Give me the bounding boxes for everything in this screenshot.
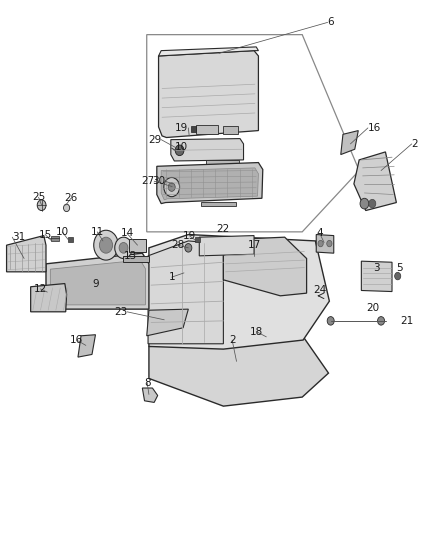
Circle shape (378, 317, 385, 325)
Circle shape (168, 183, 175, 191)
Polygon shape (7, 236, 46, 272)
Bar (223, 126, 238, 134)
Circle shape (327, 240, 332, 247)
Text: 10: 10 (175, 142, 188, 151)
Polygon shape (159, 47, 258, 56)
Polygon shape (50, 260, 145, 305)
Text: 31: 31 (12, 232, 25, 242)
Bar (51, 236, 59, 241)
Polygon shape (159, 51, 258, 138)
Polygon shape (78, 335, 95, 357)
Bar (68, 237, 73, 242)
Text: 10: 10 (56, 227, 69, 237)
Text: 27: 27 (141, 176, 154, 186)
Polygon shape (46, 253, 149, 309)
Text: 25: 25 (32, 192, 45, 202)
Polygon shape (199, 236, 254, 256)
Text: 16: 16 (368, 123, 381, 133)
Circle shape (164, 177, 180, 197)
Polygon shape (354, 152, 396, 211)
Text: 9: 9 (92, 279, 99, 288)
Bar (206, 160, 239, 164)
Circle shape (119, 243, 128, 253)
Circle shape (64, 204, 70, 212)
Circle shape (318, 240, 323, 247)
Circle shape (185, 244, 192, 252)
Polygon shape (361, 261, 392, 292)
Circle shape (37, 200, 46, 211)
Text: 18: 18 (250, 327, 263, 336)
Polygon shape (341, 131, 358, 155)
Circle shape (115, 237, 132, 259)
Text: 4: 4 (316, 229, 323, 238)
Text: 1: 1 (168, 272, 175, 282)
Text: 14: 14 (120, 229, 134, 238)
Polygon shape (149, 338, 328, 406)
Circle shape (395, 272, 401, 280)
Polygon shape (223, 237, 307, 296)
Polygon shape (147, 309, 188, 336)
Text: 12: 12 (34, 284, 47, 294)
Polygon shape (31, 284, 67, 312)
Circle shape (369, 199, 376, 208)
Circle shape (94, 230, 118, 260)
Text: 2: 2 (412, 139, 418, 149)
Text: 19: 19 (175, 123, 188, 133)
Bar (195, 237, 200, 242)
Circle shape (175, 145, 184, 156)
Text: 22: 22 (216, 224, 229, 234)
Circle shape (360, 198, 369, 209)
Bar (129, 239, 146, 252)
Text: 5: 5 (396, 263, 403, 272)
Bar (196, 125, 218, 134)
Text: 23: 23 (114, 307, 127, 317)
Text: 17: 17 (247, 240, 261, 250)
Polygon shape (157, 163, 263, 204)
Text: 26: 26 (64, 193, 78, 203)
Text: 21: 21 (401, 316, 414, 326)
Text: 19: 19 (183, 231, 196, 240)
Text: 3: 3 (373, 263, 380, 272)
Text: 2: 2 (229, 335, 236, 345)
Text: 15: 15 (39, 230, 52, 239)
Text: 20: 20 (367, 303, 380, 313)
Text: 24: 24 (313, 286, 326, 295)
Text: 11: 11 (91, 227, 104, 237)
Text: 29: 29 (148, 135, 161, 144)
Text: 16: 16 (70, 335, 83, 345)
Polygon shape (149, 235, 329, 349)
Polygon shape (171, 139, 244, 161)
Text: 13: 13 (124, 251, 137, 261)
Polygon shape (148, 241, 223, 344)
Circle shape (99, 237, 113, 253)
Circle shape (327, 317, 334, 325)
Polygon shape (316, 235, 334, 253)
Bar (191, 126, 196, 132)
Bar (201, 202, 236, 206)
Bar (123, 256, 149, 262)
Text: 8: 8 (144, 378, 151, 387)
Polygon shape (142, 388, 158, 402)
Text: 28: 28 (171, 240, 184, 250)
Polygon shape (161, 168, 258, 200)
Text: 30: 30 (152, 176, 165, 186)
Text: 6: 6 (328, 18, 334, 27)
